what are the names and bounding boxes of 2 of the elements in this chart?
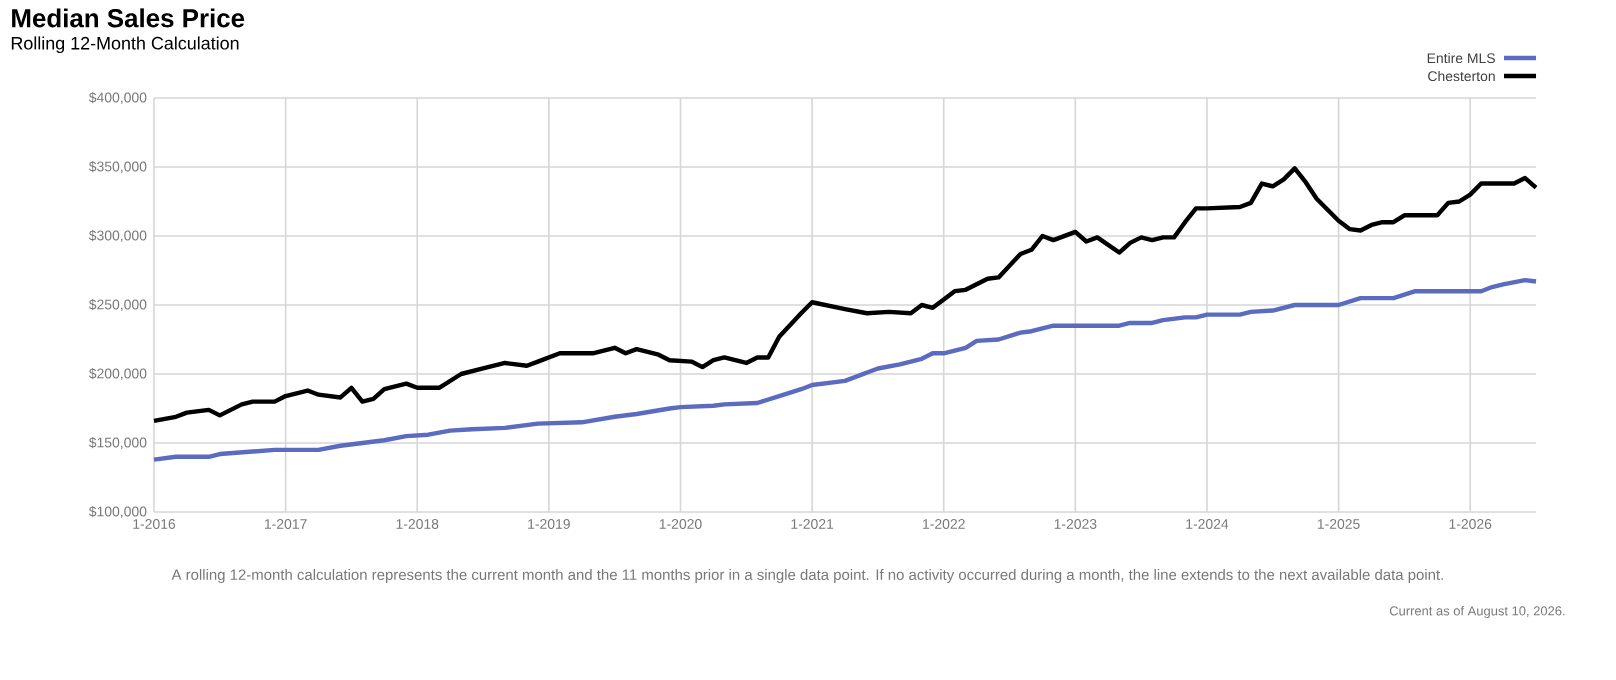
chart-title: Median Sales Price: [12, 8, 245, 28]
chart-subtitle: Rolling 12-Month Calculation: [11, 36, 239, 54]
